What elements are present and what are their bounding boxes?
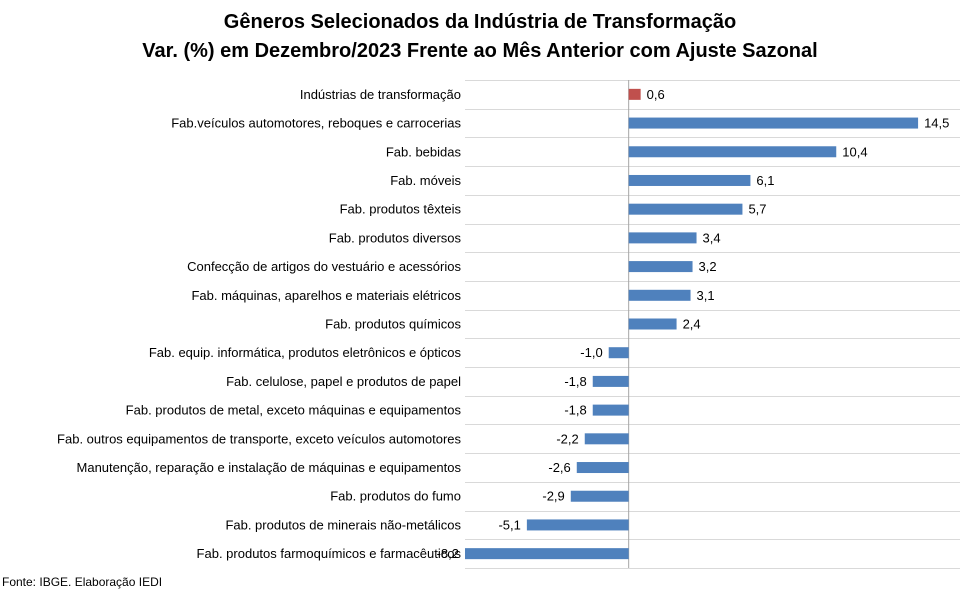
bar: [608, 347, 629, 359]
category-label: Fab. móveis: [390, 173, 461, 188]
category-label: Fab. equip. informática, produtos eletrô…: [149, 345, 462, 360]
category-label: Fab. produtos farmoquímicos e farmacêuti…: [197, 546, 462, 561]
bar: [628, 232, 697, 244]
value-label: -8,2: [437, 546, 459, 561]
value-label: 6,1: [756, 173, 774, 188]
category-label: Fab. bebidas: [386, 144, 462, 159]
value-label: 2,4: [683, 317, 701, 332]
bar: [628, 203, 743, 215]
bar: [526, 519, 629, 531]
bar: [584, 433, 629, 445]
value-label: 10,4: [842, 144, 867, 159]
category-label: Fab. produtos químicos: [325, 317, 461, 332]
value-label: -1,0: [580, 345, 602, 360]
category-label: Fab. produtos diversos: [329, 230, 462, 245]
value-label: 5,7: [748, 202, 766, 217]
value-label: -5,1: [498, 517, 520, 532]
bar: [628, 88, 641, 100]
category-label: Fab. máquinas, aparelhos e materiais elé…: [191, 288, 461, 303]
category-label: Fab.veículos automotores, reboques e car…: [171, 116, 461, 131]
value-label: 3,4: [703, 230, 721, 245]
value-label: 3,2: [699, 259, 717, 274]
category-label: Fab. produtos têxteis: [340, 202, 462, 217]
category-label: Indústrias de transformação: [300, 87, 461, 102]
value-label: -2,2: [556, 431, 578, 446]
bar: [628, 289, 691, 301]
value-label: 14,5: [924, 116, 949, 131]
chart-title: Gêneros Selecionados da Indústria de Tra…: [0, 8, 960, 66]
category-label: Fab. celulose, papel e produtos de papel: [226, 374, 461, 389]
category-label: Fab. produtos do fumo: [330, 489, 461, 504]
bar: [628, 174, 751, 186]
bar: [628, 318, 677, 330]
title-line-1: Gêneros Selecionados da Indústria de Tra…: [223, 11, 737, 33]
bar: [576, 462, 629, 474]
bar: [628, 261, 693, 273]
category-label: Fab. produtos de minerais não-metálicos: [225, 517, 461, 532]
value-label: -1,8: [564, 403, 586, 418]
bar: [592, 375, 629, 387]
value-label: -1,8: [564, 374, 586, 389]
title-line-2: Var. (%) em Dezembro/2023 Frente ao Mês …: [142, 40, 818, 62]
value-label: -2,6: [548, 460, 570, 475]
value-label: 3,1: [697, 288, 715, 303]
bar: [628, 117, 919, 129]
source-note: Fonte: IBGE. Elaboração IEDI: [2, 575, 163, 589]
category-label: Confecção de artigos do vestuário e aces…: [187, 259, 461, 274]
category-label: Manutenção, reparação e instalação de má…: [77, 460, 462, 475]
value-label: -2,9: [542, 489, 564, 504]
category-label: Fab. outros equipamentos de transporte, …: [57, 431, 461, 446]
category-label: Fab. produtos de metal, exceto máquinas …: [126, 403, 462, 418]
bar: [628, 146, 837, 158]
bar: [570, 490, 629, 502]
bar: [465, 548, 629, 560]
bar: [592, 404, 629, 416]
value-label: 0,6: [647, 87, 665, 102]
